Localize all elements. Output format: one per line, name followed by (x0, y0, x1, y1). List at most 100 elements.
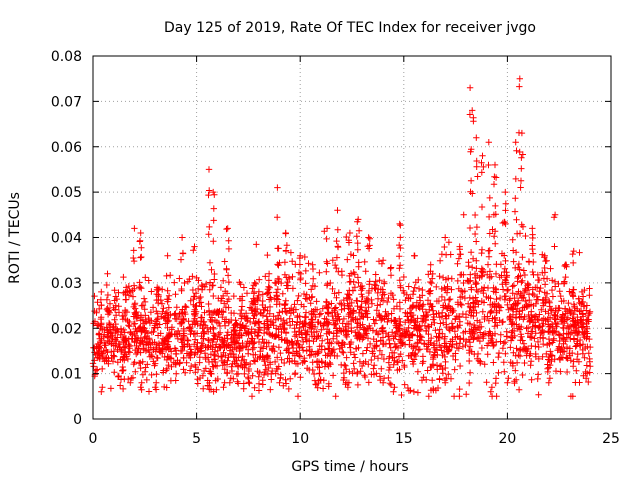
data-point (165, 292, 173, 299)
data-point (184, 278, 192, 285)
data-point (216, 322, 224, 330)
data-point (125, 322, 132, 329)
data-point (582, 375, 590, 382)
data-point (118, 347, 126, 354)
data-point (346, 295, 353, 303)
data-point (466, 369, 474, 376)
data-point (465, 259, 472, 266)
data-point (172, 347, 180, 354)
data-point (477, 329, 484, 336)
data-point (437, 344, 444, 351)
data-point (469, 295, 477, 302)
data-point (508, 318, 516, 326)
data-point (538, 306, 545, 313)
data-point (491, 228, 499, 235)
data-point (357, 322, 364, 329)
data-point (485, 247, 492, 255)
data-point (574, 340, 581, 347)
data-point (98, 350, 106, 358)
data-point (441, 243, 448, 251)
data-point (516, 83, 523, 90)
data-point (192, 303, 199, 310)
data-point (504, 379, 511, 386)
data-point (535, 371, 542, 378)
data-point (354, 246, 361, 253)
data-point (191, 243, 198, 250)
data-point (351, 365, 358, 373)
data-point (338, 301, 345, 308)
data-point (166, 332, 173, 340)
data-point (403, 328, 410, 335)
data-point (537, 334, 544, 341)
data-point (387, 344, 394, 351)
data-point (504, 287, 511, 294)
data-point (243, 330, 250, 337)
data-point (286, 322, 294, 329)
data-point (112, 312, 120, 319)
data-point (387, 381, 395, 388)
data-point (294, 360, 302, 368)
data-point (230, 353, 237, 361)
data-point (366, 278, 373, 285)
data-point (346, 287, 353, 294)
data-point (478, 344, 486, 352)
data-point (444, 348, 452, 355)
data-point (164, 324, 171, 331)
data-point (199, 342, 207, 349)
data-point (426, 288, 433, 295)
data-point (470, 321, 478, 329)
data-point (93, 322, 101, 329)
data-point (275, 278, 282, 285)
data-point (466, 357, 473, 365)
data-point (416, 333, 423, 341)
data-point (543, 350, 550, 358)
data-point (91, 307, 98, 315)
data-point (178, 285, 185, 293)
data-point (323, 330, 330, 337)
data-point (470, 300, 477, 307)
data-point (379, 315, 386, 322)
data-point (348, 299, 355, 307)
data-point (103, 281, 110, 289)
data-point (379, 328, 387, 335)
data-point (502, 220, 509, 228)
data-point (491, 315, 498, 323)
data-point (578, 323, 585, 330)
x-tick-label: 20 (498, 431, 516, 447)
data-point (122, 343, 129, 350)
data-point (251, 279, 258, 287)
data-point (531, 323, 539, 330)
data-point (274, 286, 281, 293)
data-point (286, 307, 293, 314)
data-point (155, 340, 163, 347)
data-point (301, 253, 308, 261)
data-point (163, 356, 171, 364)
data-point (540, 335, 547, 342)
data-point (527, 333, 534, 340)
data-point (294, 393, 302, 400)
data-point (96, 331, 103, 339)
data-point (478, 285, 485, 293)
data-point (554, 347, 561, 354)
data-point (167, 355, 174, 362)
data-point (358, 362, 366, 370)
data-point (220, 384, 227, 391)
data-point (141, 306, 148, 313)
data-point (210, 188, 217, 196)
data-point (344, 256, 351, 263)
data-point (405, 324, 412, 331)
data-point (121, 307, 129, 314)
data-point (332, 320, 339, 327)
data-point (521, 344, 528, 352)
data-point (333, 294, 340, 301)
data-point (270, 333, 278, 340)
data-point (317, 332, 324, 339)
data-point (487, 309, 494, 317)
data-point (251, 328, 258, 336)
data-point (263, 343, 270, 350)
data-point (546, 314, 554, 321)
data-point (233, 357, 240, 364)
data-point (246, 380, 253, 387)
data-point (547, 348, 554, 355)
